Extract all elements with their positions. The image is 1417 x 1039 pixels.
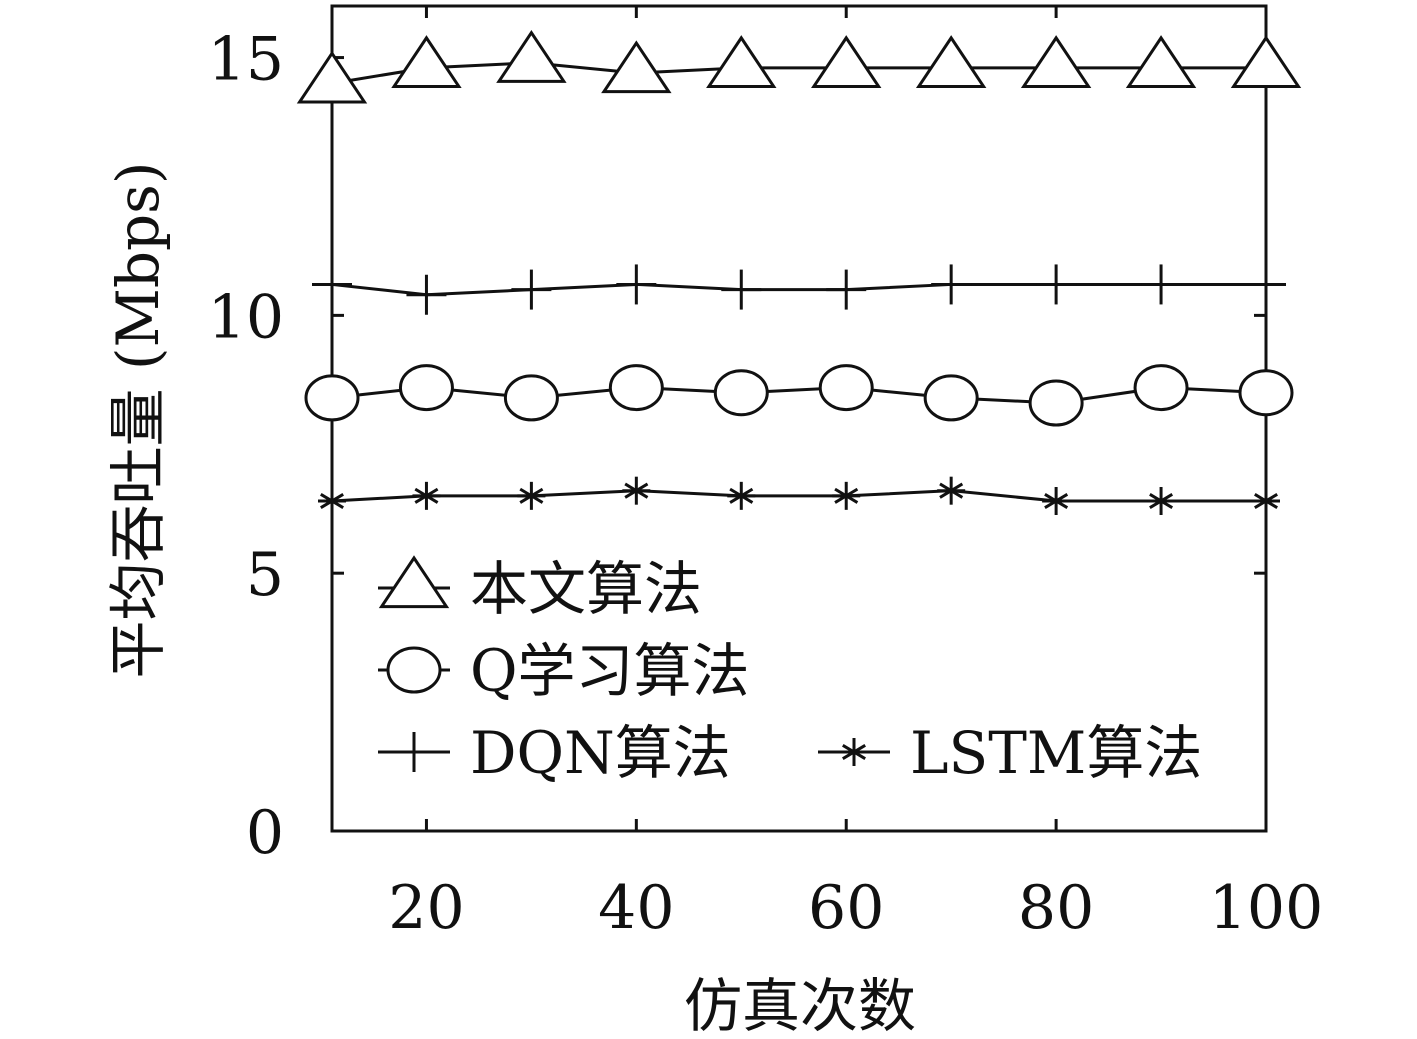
data-point-triangle <box>706 35 777 88</box>
data-point-plus <box>1036 264 1077 305</box>
data-point-triangle <box>1230 35 1302 88</box>
data-point-triangle <box>496 30 567 83</box>
y-tick-label: 5 <box>246 540 284 610</box>
data-point-circle <box>923 374 979 422</box>
data-point-triangle <box>601 40 672 94</box>
x-tick-label: 80 <box>1018 873 1094 943</box>
x-tick-label: 100 <box>1209 873 1324 943</box>
legend-marker-star <box>840 738 868 766</box>
series-line <box>331 61 1266 85</box>
x-tick-label: 60 <box>808 873 884 943</box>
series-star <box>318 476 1280 515</box>
x-tick-label: 20 <box>388 873 464 943</box>
data-point-circle <box>818 364 874 412</box>
y-tick-label: 15 <box>208 25 284 95</box>
legend-label: Q学习算法 <box>470 637 750 705</box>
x-axis-label: 仿真次数 <box>684 972 916 1039</box>
data-point-plus <box>1246 264 1286 305</box>
data-point-circle <box>1028 379 1084 427</box>
legend-marker-triangle <box>378 555 450 609</box>
data-point-star <box>517 481 546 510</box>
data-point-star <box>937 476 966 505</box>
data-point-plus <box>1141 264 1182 305</box>
data-point-triangle <box>1020 35 1092 88</box>
data-point-circle <box>1238 369 1294 417</box>
data-point-circle <box>713 369 769 417</box>
data-point-star <box>1147 487 1176 515</box>
data-point-star <box>622 476 651 505</box>
series-circle <box>304 364 1294 427</box>
series-line <box>331 386 1267 405</box>
data-point-plus <box>931 264 972 305</box>
data-point-plus <box>721 269 762 310</box>
data-point-star <box>727 481 756 510</box>
series-layer <box>296 30 1302 515</box>
series-line <box>331 489 1266 503</box>
data-point-star <box>318 487 346 515</box>
legend-marker-plus <box>394 732 434 772</box>
data-point-triangle <box>391 35 462 88</box>
data-point-star <box>1252 487 1280 515</box>
data-point-plus <box>511 269 552 310</box>
data-point-star <box>832 481 861 510</box>
data-point-circle <box>503 374 559 422</box>
legend-item: LSTM算法 <box>818 719 1202 787</box>
legend: 本文算法 Q学习算法 DQN算法 LSTM算法 <box>378 555 1202 787</box>
legend-item: DQN算法 <box>378 719 731 787</box>
data-point-triangle <box>811 35 882 88</box>
plot-area <box>330 4 1268 833</box>
data-point-circle <box>1133 364 1189 412</box>
legend-label: LSTM算法 <box>910 719 1202 787</box>
series-line <box>331 282 1266 297</box>
series-triangle <box>296 30 1302 104</box>
data-point-circle <box>304 374 360 422</box>
y-tick-label: 10 <box>208 282 284 352</box>
data-point-circle <box>398 364 454 412</box>
data-point-plus <box>826 269 867 310</box>
x-tick-label: 40 <box>598 873 674 943</box>
data-point-triangle <box>296 50 368 104</box>
data-point-star <box>412 481 441 510</box>
data-point-triangle <box>1125 35 1197 88</box>
legend-label: 本文算法 <box>470 555 702 623</box>
data-point-triangle <box>915 35 987 88</box>
data-point-plus <box>312 264 352 305</box>
y-tick-label: 0 <box>246 798 284 868</box>
data-point-star <box>1042 487 1071 515</box>
series-plus <box>312 264 1286 315</box>
legend-item: 本文算法 <box>378 555 702 623</box>
data-point-plus <box>616 264 657 305</box>
plot-frame <box>330 4 1268 833</box>
legend-label: DQN算法 <box>470 719 731 787</box>
y-axis-label: 平均吞吐量 (Mbps) <box>104 161 172 678</box>
legend-marker-circle <box>386 646 442 694</box>
data-point-circle <box>608 364 664 412</box>
data-point-plus <box>406 274 447 315</box>
legend-item: Q学习算法 <box>378 637 750 705</box>
axis-ticks: 20 40 60 80 100 0 5 10 15 <box>208 6 1324 943</box>
